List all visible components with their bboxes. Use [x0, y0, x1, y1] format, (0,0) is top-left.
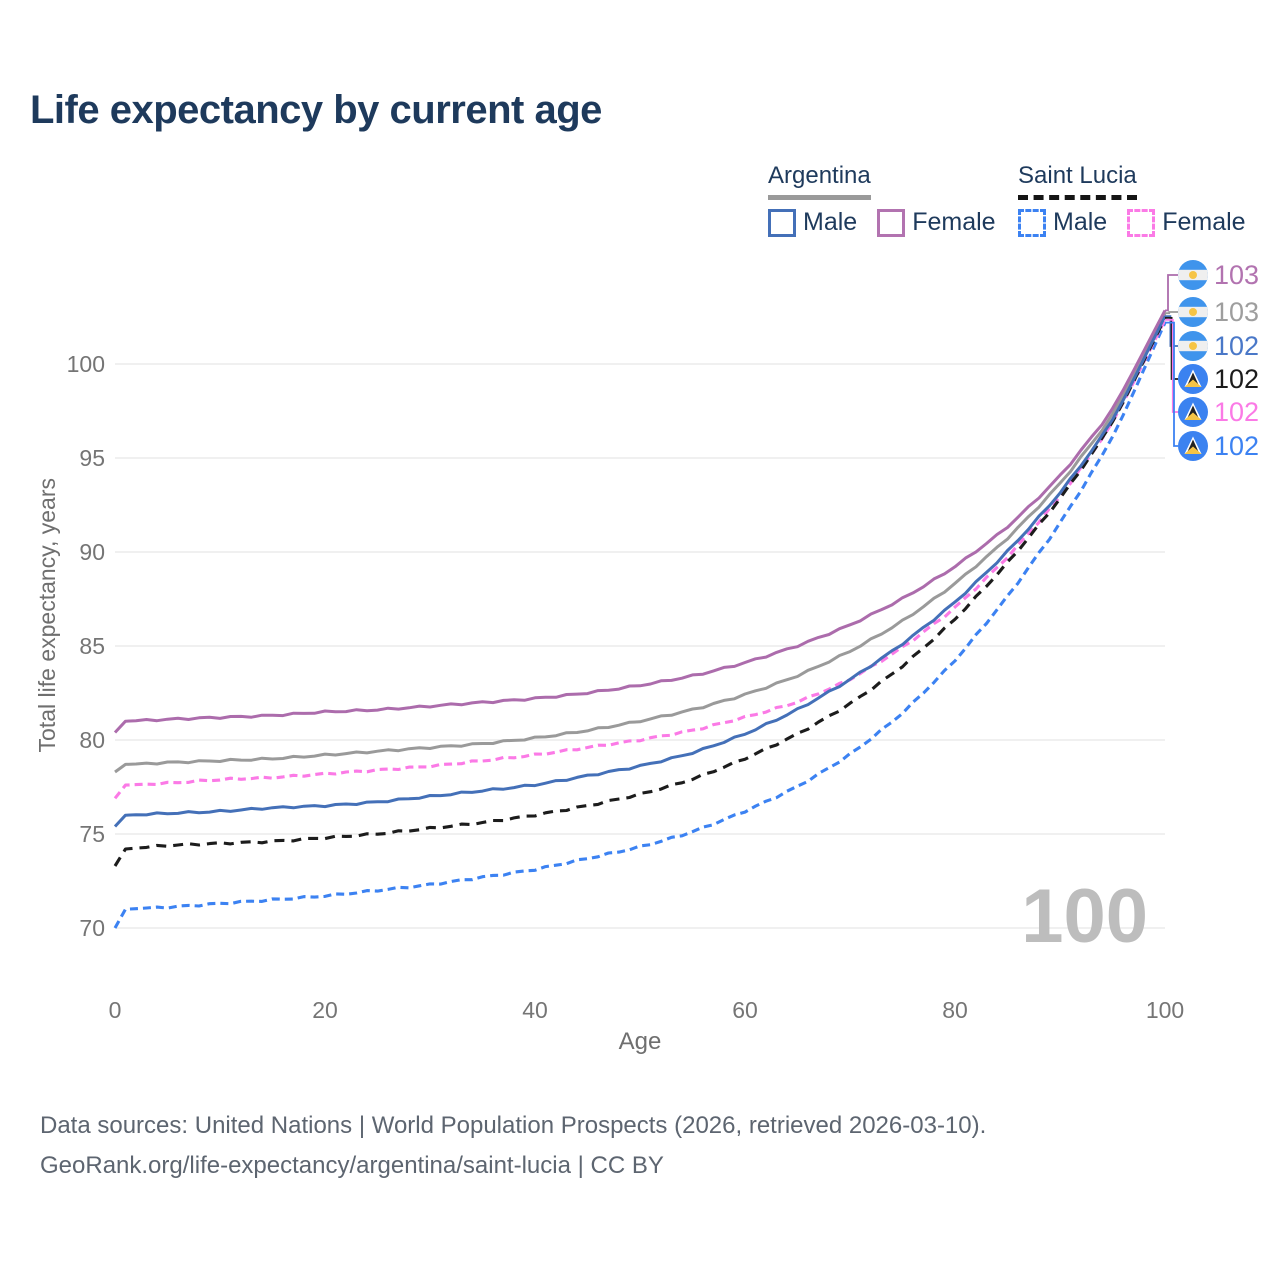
- x-tick-label: 20: [312, 997, 338, 1023]
- y-tick-label: 90: [79, 539, 105, 565]
- flag-icon-argentina: [1178, 331, 1208, 361]
- y-axis-title: Total life expectancy, years: [34, 478, 60, 753]
- end-value-label: 103: [1214, 260, 1259, 290]
- x-tick-label: 80: [942, 997, 968, 1023]
- legend-item-saint-lucia-male[interactable]: Male: [1018, 208, 1107, 237]
- series-line-saint-lucia-female[interactable]: [113, 319, 1167, 800]
- legend-label-argentina-female: Female: [912, 208, 996, 236]
- legend-swatch-argentina-female[interactable]: [877, 208, 906, 237]
- y-tick-label: 100: [67, 351, 105, 377]
- legend-item-argentina-male[interactable]: Male: [768, 208, 857, 237]
- y-tick-label: 70: [79, 915, 105, 941]
- flag-icon-argentina: [1178, 260, 1208, 290]
- legend-label-saint-lucia-male: Male: [1053, 208, 1108, 236]
- leader-line: [1165, 321, 1178, 447]
- legend-label-saint-lucia-female: Female: [1162, 208, 1246, 236]
- series-line-argentina-both[interactable]: [114, 312, 1167, 774]
- legend-label-argentina-male: Male: [803, 208, 858, 236]
- legend-country-saint-lucia[interactable]: Saint Lucia: [1018, 162, 1137, 200]
- leader-line: [1165, 274, 1178, 312]
- flag-icon-saint-lucia: [1178, 364, 1208, 394]
- x-tick-label: 40: [522, 997, 548, 1023]
- legend-swatch-saint-lucia-female[interactable]: [1127, 208, 1156, 237]
- leader-line: [1165, 318, 1178, 413]
- legend-swatch-argentina-male[interactable]: [768, 208, 796, 237]
- flag-icon-argentina: [1178, 297, 1208, 327]
- footer-attribution: GeoRank.org/life-expectancy/argentina/sa…: [40, 1152, 664, 1179]
- series-line-saint-lucia-male[interactable]: [113, 321, 1167, 929]
- leader-line: [1165, 317, 1178, 380]
- legend-group-saint-lucia: Saint Lucia Male Female: [1018, 162, 1246, 237]
- footer-data-sources: Data sources: United Nations | World Pop…: [40, 1112, 987, 1139]
- x-axis-title: Age: [618, 1028, 662, 1055]
- leader-line: [1165, 311, 1178, 315]
- series-line-argentina-female[interactable]: [113, 309, 1167, 734]
- y-tick-label: 95: [79, 445, 105, 471]
- x-tick-label: 100: [1146, 997, 1184, 1023]
- end-value-label: 102: [1214, 431, 1259, 461]
- flag-icon-saint-lucia: [1178, 397, 1208, 427]
- legend-country-argentina[interactable]: Argentina: [768, 162, 871, 200]
- y-tick-label: 85: [79, 633, 105, 659]
- x-tick-label: 0: [109, 997, 122, 1023]
- series-line-argentina-male[interactable]: [113, 315, 1167, 828]
- legend-group-argentina: Argentina Male Female: [768, 162, 996, 237]
- legend-item-saint-lucia-female[interactable]: Female: [1127, 208, 1246, 237]
- legend-swatch-saint-lucia-male[interactable]: [1018, 208, 1046, 237]
- end-value-label: 102: [1214, 331, 1259, 361]
- end-value-label: 102: [1214, 364, 1259, 394]
- flag-icon-saint-lucia: [1178, 431, 1208, 461]
- legend-item-argentina-female[interactable]: Female: [877, 208, 996, 237]
- end-value-label: 102: [1214, 397, 1259, 427]
- x-tick-label: 60: [732, 997, 758, 1023]
- watermark-text: 100: [1021, 874, 1148, 959]
- y-tick-label: 75: [79, 821, 105, 847]
- series-line-saint-lucia-both[interactable]: [113, 317, 1167, 867]
- chart-title: Life expectancy by current age: [30, 88, 602, 132]
- end-value-label: 103: [1214, 297, 1259, 327]
- y-tick-label: 80: [79, 727, 105, 753]
- footer: Data sources: United Nations | World Pop…: [40, 1106, 986, 1186]
